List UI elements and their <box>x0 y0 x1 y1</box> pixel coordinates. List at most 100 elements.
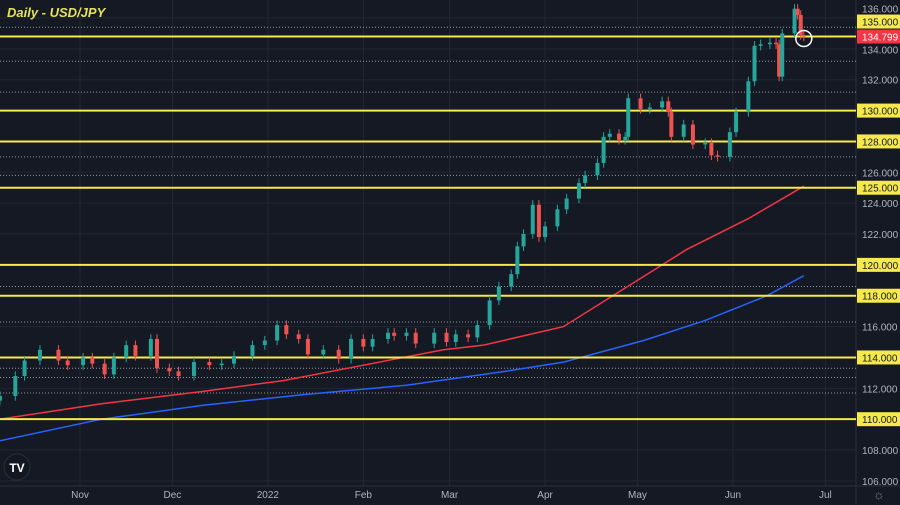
candle-body <box>361 338 366 347</box>
candle-body <box>626 98 631 137</box>
candle-body <box>703 142 708 145</box>
price-label-box <box>857 288 900 303</box>
candle-body <box>509 274 514 287</box>
price-label: 118.000 <box>862 292 898 303</box>
price-tick-label: 106.000 <box>862 477 899 488</box>
candle-body <box>709 142 714 156</box>
price-label: 128.000 <box>862 137 899 148</box>
candle-body <box>734 112 739 133</box>
candle-body <box>22 360 27 376</box>
candle-body <box>413 332 418 344</box>
candle-body <box>56 349 61 361</box>
candle-body <box>496 286 501 301</box>
price-tick-label: 112.000 <box>862 384 898 395</box>
candle-body <box>349 338 354 360</box>
candle-body <box>296 334 301 339</box>
candle-body <box>284 325 289 335</box>
candle-body <box>690 124 695 145</box>
candle-body <box>262 340 267 346</box>
candle-body <box>681 124 686 137</box>
price-label-box <box>857 134 900 149</box>
candle-body <box>746 81 751 113</box>
candle-body <box>647 107 652 110</box>
price-label-box <box>857 257 900 272</box>
candle-body <box>250 345 255 356</box>
time-tick-label: Apr <box>537 490 553 501</box>
candle-body <box>543 226 548 238</box>
moving-average-line <box>0 185 805 420</box>
price-label-box <box>857 350 900 365</box>
candle-body <box>392 332 397 336</box>
candle-body <box>669 112 674 137</box>
price-tick-label: 124.000 <box>862 199 899 210</box>
price-label: 120.000 <box>862 261 899 272</box>
candle-body <box>37 349 42 361</box>
highlight-circle <box>795 29 813 48</box>
candle-body <box>576 183 581 199</box>
candle-body <box>795 8 800 15</box>
candle-body <box>617 133 621 140</box>
candle-body <box>607 133 612 137</box>
price-label-box <box>857 29 900 44</box>
candle-body <box>305 338 310 355</box>
price-label-box <box>857 180 900 195</box>
candle-body <box>521 234 526 247</box>
candle-body <box>660 101 665 108</box>
candle-body <box>444 332 449 343</box>
candle-body <box>432 332 437 344</box>
time-tick-label: May <box>628 490 647 501</box>
price-tick-label: 116.000 <box>862 323 898 334</box>
tradingview-logo-icon <box>3 453 31 481</box>
price-label-box <box>857 14 900 29</box>
candle-body <box>715 155 720 157</box>
candle-body <box>515 246 520 275</box>
candle-body <box>191 362 196 376</box>
price-label: 135.000 <box>862 18 899 29</box>
candle-body <box>792 8 797 34</box>
candle-body <box>801 34 806 37</box>
candle-body <box>148 338 153 356</box>
candle-body <box>133 345 138 356</box>
candle-body <box>758 44 763 46</box>
candle-body <box>336 349 341 360</box>
price-label-box <box>857 412 900 427</box>
candle-body <box>475 325 480 338</box>
candle-body <box>530 204 535 235</box>
candle-body <box>595 163 600 176</box>
candle-body <box>555 209 560 227</box>
candle-body <box>176 371 181 376</box>
candle-body <box>0 396 2 401</box>
price-tick-label: 136.000 <box>862 5 899 16</box>
candle-body <box>752 45 757 82</box>
candle-body <box>102 363 107 375</box>
candle-body <box>386 332 390 339</box>
candle-body <box>124 345 129 358</box>
time-tick-label: Nov <box>71 490 89 501</box>
time-tick-label: Mar <box>441 490 459 501</box>
candle-body <box>536 204 541 238</box>
price-label-box <box>857 103 900 118</box>
candle-body <box>780 33 785 77</box>
candle-body <box>90 357 95 364</box>
candle-body <box>219 363 224 366</box>
candle-body <box>583 175 588 184</box>
price-tick-label: 132.000 <box>862 76 899 87</box>
candle-body <box>232 355 236 364</box>
price-tick-label: 108.000 <box>862 446 899 457</box>
candle-body <box>13 375 18 397</box>
time-tick-label: Jun <box>725 490 741 501</box>
price-label: 125.000 <box>862 184 899 195</box>
candle-body <box>601 136 606 164</box>
price-label: 114.000 <box>862 353 898 364</box>
candle-body <box>453 334 458 343</box>
candle-body <box>65 360 70 366</box>
candle-body <box>404 332 409 336</box>
candle-body <box>666 101 671 113</box>
time-tick-label: Feb <box>355 490 373 501</box>
price-tick-label: 126.000 <box>862 168 899 179</box>
chart-title: Daily - USD/JPY <box>7 5 106 20</box>
settings-gear-icon[interactable]: ☼ <box>873 487 885 502</box>
candle-body <box>774 42 779 45</box>
